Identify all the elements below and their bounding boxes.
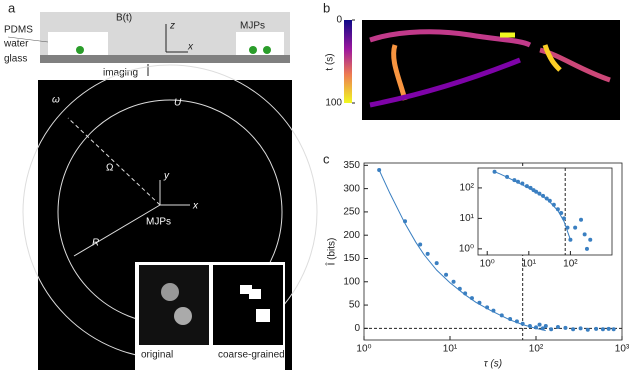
data-point: [549, 327, 554, 332]
data-point: [563, 325, 568, 330]
fit-line: [494, 171, 571, 240]
data-point: [584, 246, 589, 251]
pixel: [249, 289, 261, 299]
data-point: [571, 327, 576, 332]
label: U: [174, 98, 182, 109]
trajectory: [369, 57, 521, 108]
label: y: [163, 171, 170, 182]
label: coarse-grained: [218, 350, 285, 361]
trajectory: [542, 44, 562, 72]
x-tick-label: 10²: [563, 259, 578, 270]
panel-label: a: [8, 0, 16, 15]
label: x: [187, 42, 194, 53]
label: R: [92, 238, 99, 249]
y-tick-label: 350: [343, 160, 360, 171]
colorbar-tick-label: 100: [325, 98, 342, 109]
particle: [263, 46, 271, 54]
panel-label: b: [323, 0, 330, 15]
plot-frame: [477, 167, 613, 256]
data-point: [537, 322, 542, 327]
x-tick-label: 10²: [529, 344, 544, 355]
data-point: [543, 324, 548, 329]
y-tick-label: 50: [349, 300, 361, 311]
y-tick-label: 100: [343, 276, 360, 287]
data-point: [555, 324, 560, 329]
colorbar-tick-label: 0: [336, 15, 342, 26]
radius: [73, 204, 161, 257]
y-tick-label: 10¹: [460, 213, 475, 224]
data-point: [451, 279, 456, 284]
label: original: [141, 350, 173, 361]
label: Ω: [106, 163, 114, 174]
blob: [161, 283, 179, 301]
radius: [67, 117, 161, 206]
y-tick-label: 250: [343, 207, 360, 218]
label: B(t): [116, 13, 132, 24]
label: water: [3, 39, 29, 50]
data-point: [594, 326, 599, 331]
trajectory: [369, 29, 532, 48]
data-point: [418, 242, 423, 247]
data-point: [611, 327, 616, 332]
colorbar-label: t (s): [325, 53, 336, 70]
pixel: [240, 285, 252, 294]
data-point: [425, 251, 430, 256]
data-point: [585, 327, 590, 332]
coarse-image: [213, 265, 283, 345]
label: MJPs: [146, 217, 171, 228]
data-point: [444, 272, 449, 277]
data-point: [434, 261, 439, 266]
x-tick-label: 10⁰: [356, 344, 371, 355]
data-point: [582, 232, 587, 237]
original-image: [139, 265, 209, 345]
data-point: [541, 193, 546, 198]
particle: [76, 46, 84, 54]
data-point: [588, 237, 593, 242]
label: PDMS: [4, 25, 33, 36]
y-tick-label: 300: [343, 183, 360, 194]
y-tick-label: 200: [343, 230, 360, 241]
label: ω: [52, 95, 60, 106]
data-point: [600, 327, 605, 332]
panel-label: c: [323, 151, 330, 166]
x-tick-label: 10³: [615, 344, 630, 355]
glass-layer: [40, 55, 290, 63]
y-tick-label: 0: [354, 323, 360, 334]
fit-line: [378, 169, 546, 332]
colorbar: [344, 20, 352, 103]
label: MJPs: [240, 21, 265, 32]
pointer: [7, 36, 49, 43]
particle: [249, 46, 257, 54]
y-axis-label: Î (bits): [325, 238, 338, 267]
data-point: [547, 198, 552, 203]
label: x: [192, 201, 199, 212]
x-tick-label: 10¹: [522, 259, 537, 270]
label: glass: [4, 54, 27, 65]
y-tick-label: 10²: [460, 183, 475, 194]
data-point: [578, 326, 583, 331]
y-tick-label: 150: [343, 253, 360, 264]
data-point: [573, 225, 578, 230]
water-well: [48, 32, 108, 55]
y-tick-label: 10⁰: [459, 244, 474, 255]
blob: [174, 307, 192, 325]
x-axis-label: τ (s): [484, 359, 502, 370]
pixel: [256, 309, 270, 322]
x-tick-label: 10⁰: [480, 259, 495, 270]
x-tick-label: 10¹: [443, 344, 458, 355]
data-point: [579, 217, 584, 222]
water-well: [236, 32, 284, 55]
label: z: [169, 21, 175, 32]
data-point: [606, 326, 611, 331]
